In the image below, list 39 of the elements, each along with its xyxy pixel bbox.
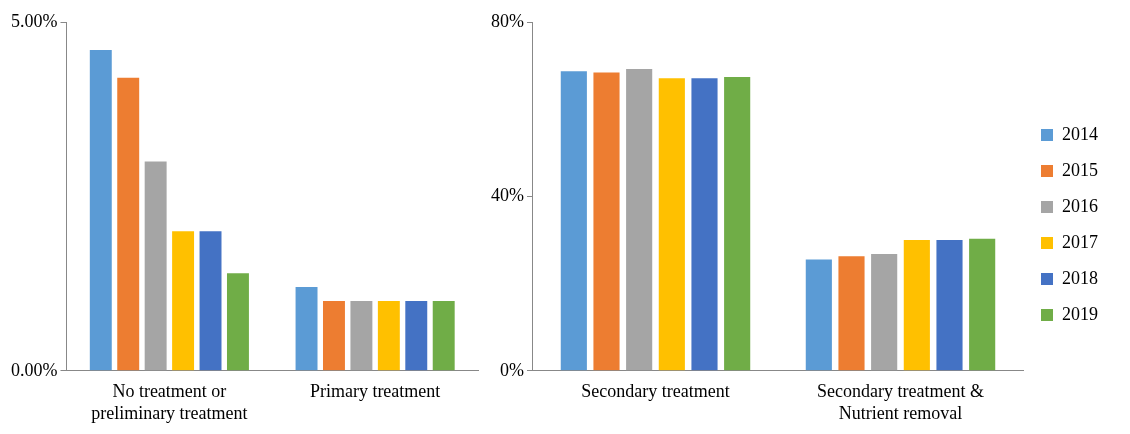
y-tick-label: 40% [490,185,524,206]
bar [295,287,318,371]
bar [405,301,428,371]
bar [903,240,930,371]
bar [691,78,718,371]
x-tick-label: Secondary treatment & Nutrient removal [817,381,984,423]
legend-label: 2018 [1062,267,1098,288]
legend-label: 2015 [1062,159,1098,180]
y-tick-label: 0.00% [10,359,58,380]
bar [593,72,620,371]
bar [377,301,400,371]
bar [117,77,140,371]
y-tick-label: 5.00% [10,10,58,31]
bar [323,301,345,371]
bar [969,238,996,371]
bar [838,256,865,371]
bar [199,231,222,371]
x-tick-label: Primary treatment [309,381,441,402]
legend-label: 2014 [1062,123,1098,144]
bar [226,273,249,371]
bar [350,301,373,371]
bar [724,76,751,371]
legend-label: 2016 [1062,195,1098,216]
bar [172,231,195,371]
bar [626,69,653,371]
y-tick-label: 0% [499,359,524,380]
x-tick-label: No treatment or preliminary treatment [91,381,248,423]
bar [89,49,112,371]
bar [560,71,587,371]
x-tick-label: Secondary treatment [581,381,730,402]
bar [936,240,963,371]
bar [805,259,832,371]
legend-label: 2019 [1062,303,1098,324]
legend-label: 2017 [1062,231,1098,252]
bar [144,161,167,371]
bar [871,253,898,371]
bar [658,78,685,371]
y-tick-label: 80% [490,10,524,31]
bar [432,301,455,371]
